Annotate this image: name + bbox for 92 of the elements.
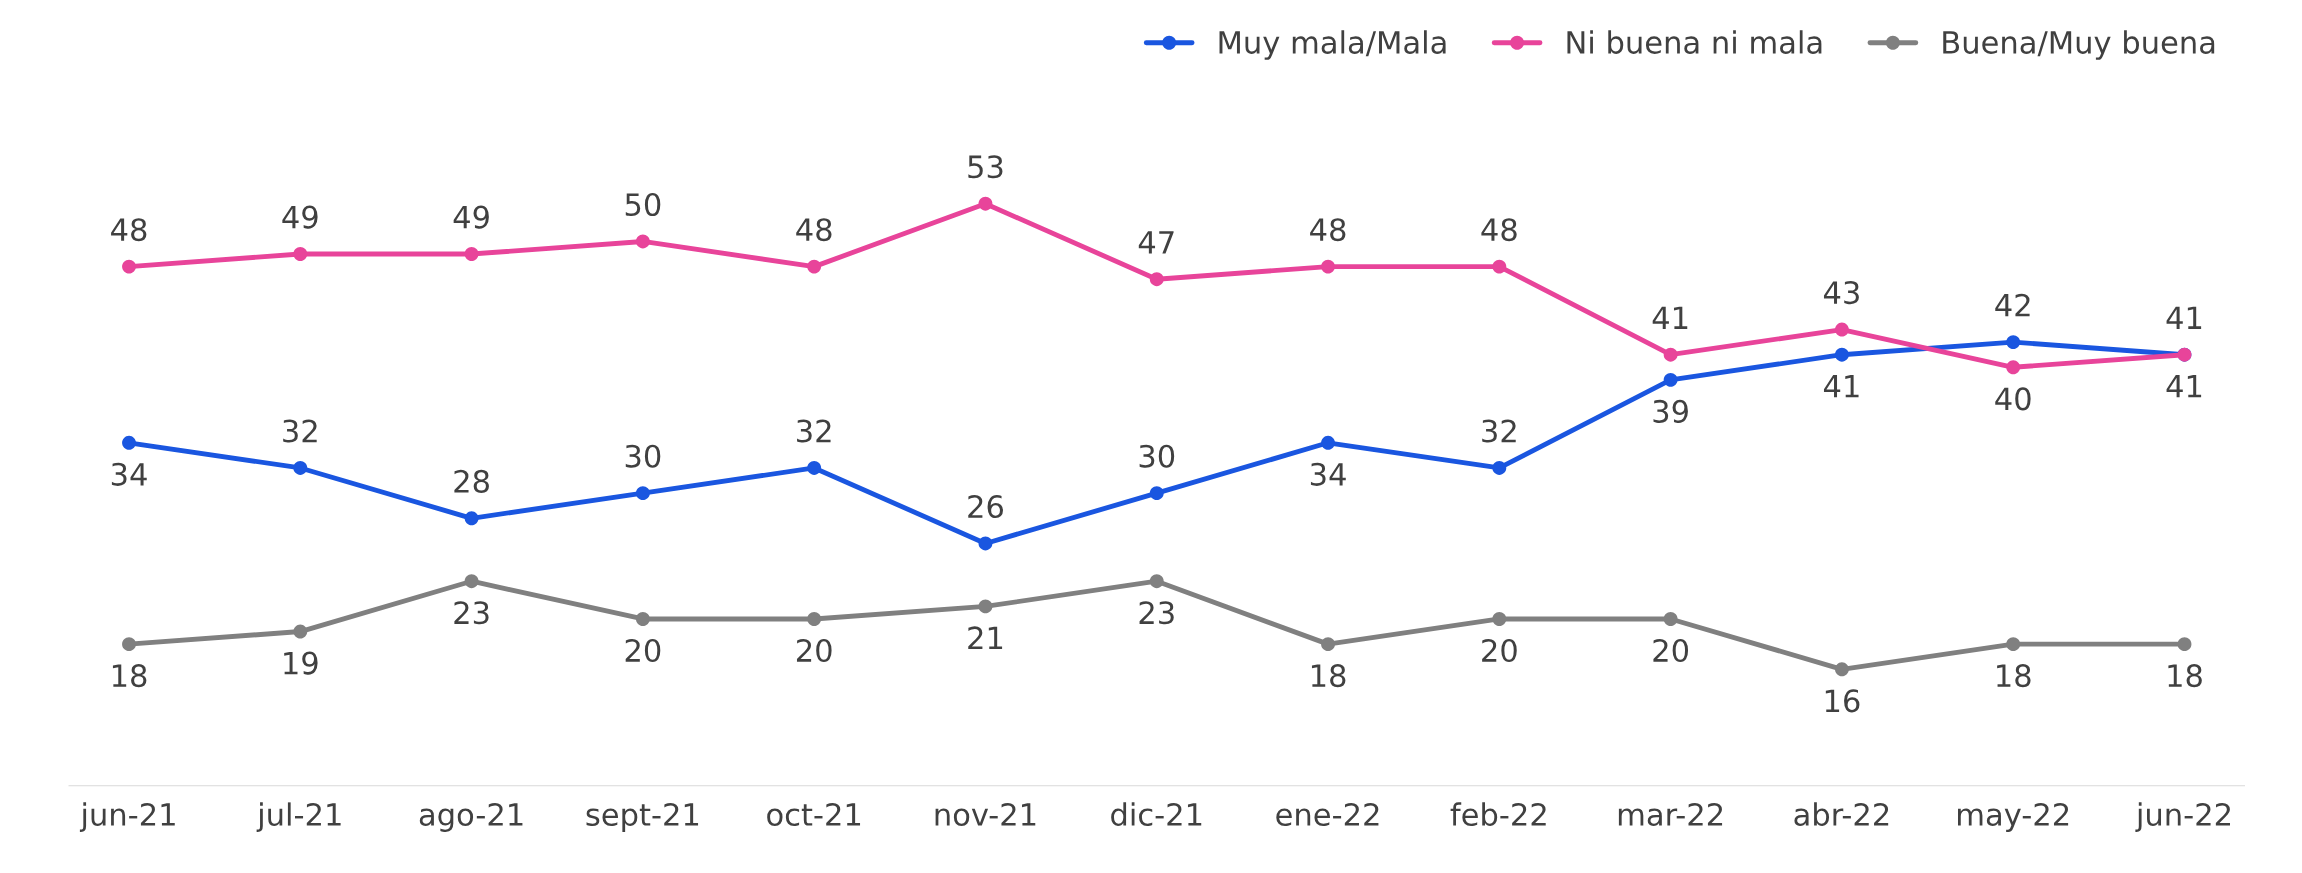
data-label: 18 <box>1997 664 2031 688</box>
point <box>635 234 650 249</box>
x-tick-label: feb-22 <box>1450 802 1546 827</box>
x-tick-label: may-22 <box>1958 802 2069 832</box>
data-label: 49 <box>453 205 489 229</box>
data-label: 49 <box>282 205 318 229</box>
point <box>635 486 650 501</box>
point <box>2006 335 2021 350</box>
data-label: 41 <box>2166 375 2202 398</box>
data-label: 21 <box>968 626 1003 650</box>
data-label: 32 <box>1482 419 1516 443</box>
legend-label: Muy mala/Mala <box>1219 30 1446 60</box>
x-tick-label: sept-21 <box>586 802 699 832</box>
point <box>807 259 822 274</box>
data-label: 26 <box>968 494 1003 519</box>
data-label: 48 <box>1481 218 1517 242</box>
data-label: 20 <box>796 638 832 663</box>
point <box>293 247 308 261</box>
data-label: 20 <box>1653 638 1689 663</box>
x-tick-label: nov-21 <box>935 802 1036 827</box>
point <box>1663 347 1678 362</box>
data-label: 18 <box>2168 664 2202 688</box>
point <box>978 536 993 551</box>
point <box>122 435 136 450</box>
data-label: 41 <box>1823 375 1859 398</box>
x-tick-label: jun-22 <box>2135 802 2230 832</box>
x-tick-label: jul-21 <box>256 802 341 832</box>
point <box>1149 574 1164 589</box>
x-tick-label: ago-21 <box>419 802 523 832</box>
point <box>1149 486 1164 501</box>
data-label: 18 <box>112 664 147 688</box>
data-label: 18 <box>1311 664 1346 688</box>
x-tick-label: ene-22 <box>1276 802 1379 827</box>
point <box>1834 322 1849 337</box>
data-label: 16 <box>1825 689 1860 713</box>
data-label: 43 <box>1823 281 1859 305</box>
point <box>978 196 993 211</box>
data-label: 19 <box>284 651 318 675</box>
data-label: 28 <box>454 469 489 493</box>
data-label: 39 <box>1653 399 1688 423</box>
data-label: 23 <box>1139 601 1174 625</box>
point <box>1834 347 1849 362</box>
data-label: 53 <box>968 155 1003 179</box>
data-label: 34 <box>111 462 147 486</box>
point <box>1492 612 1507 626</box>
data-label: 50 <box>625 192 661 217</box>
point <box>464 511 479 526</box>
data-label: 20 <box>625 638 661 663</box>
point <box>807 461 822 475</box>
x-tick-label: mar-22 <box>1618 802 1723 827</box>
data-label: 48 <box>111 218 147 242</box>
point <box>464 574 479 589</box>
point <box>293 461 308 475</box>
data-label: 41 <box>1652 306 1688 329</box>
point <box>978 599 993 614</box>
point <box>1492 461 1507 475</box>
data-label: 30 <box>625 444 661 468</box>
point <box>1321 259 1335 274</box>
data-label: 23 <box>454 601 489 625</box>
data-label: 32 <box>797 419 831 443</box>
point <box>1149 272 1164 287</box>
data-label: 40 <box>1995 387 2031 411</box>
point <box>122 637 136 652</box>
point <box>1321 435 1335 450</box>
data-label: 48 <box>1310 218 1346 242</box>
data-label: 34 <box>1310 462 1346 486</box>
data-label: 48 <box>796 218 832 242</box>
point <box>2006 360 2021 375</box>
data-label: 41 <box>2166 306 2202 329</box>
point <box>122 259 136 274</box>
point <box>807 612 822 626</box>
data-label: 32 <box>283 419 317 443</box>
legend-label: Buena/Muy buena <box>1943 30 2215 60</box>
point <box>1834 662 1849 677</box>
x-tick-label: jun-21 <box>79 802 175 832</box>
point <box>2006 637 2021 652</box>
data-label: 47 <box>1138 231 1174 254</box>
point <box>2177 637 2192 652</box>
x-tick-label: dic-21 <box>1111 802 1202 827</box>
point <box>1663 612 1678 626</box>
data-label: 20 <box>1482 638 1517 663</box>
point <box>1663 372 1678 387</box>
data-label: 30 <box>1139 444 1175 468</box>
point <box>293 624 308 639</box>
x-tick-label: oct-21 <box>767 802 861 827</box>
point <box>1492 259 1507 274</box>
legend-label: Ni buena ni mala <box>1567 30 1822 54</box>
data-label: 42 <box>1995 293 2030 317</box>
x-tick-label: abr-22 <box>1794 802 1889 827</box>
point <box>1321 637 1335 652</box>
point <box>464 247 479 261</box>
point <box>635 612 650 626</box>
